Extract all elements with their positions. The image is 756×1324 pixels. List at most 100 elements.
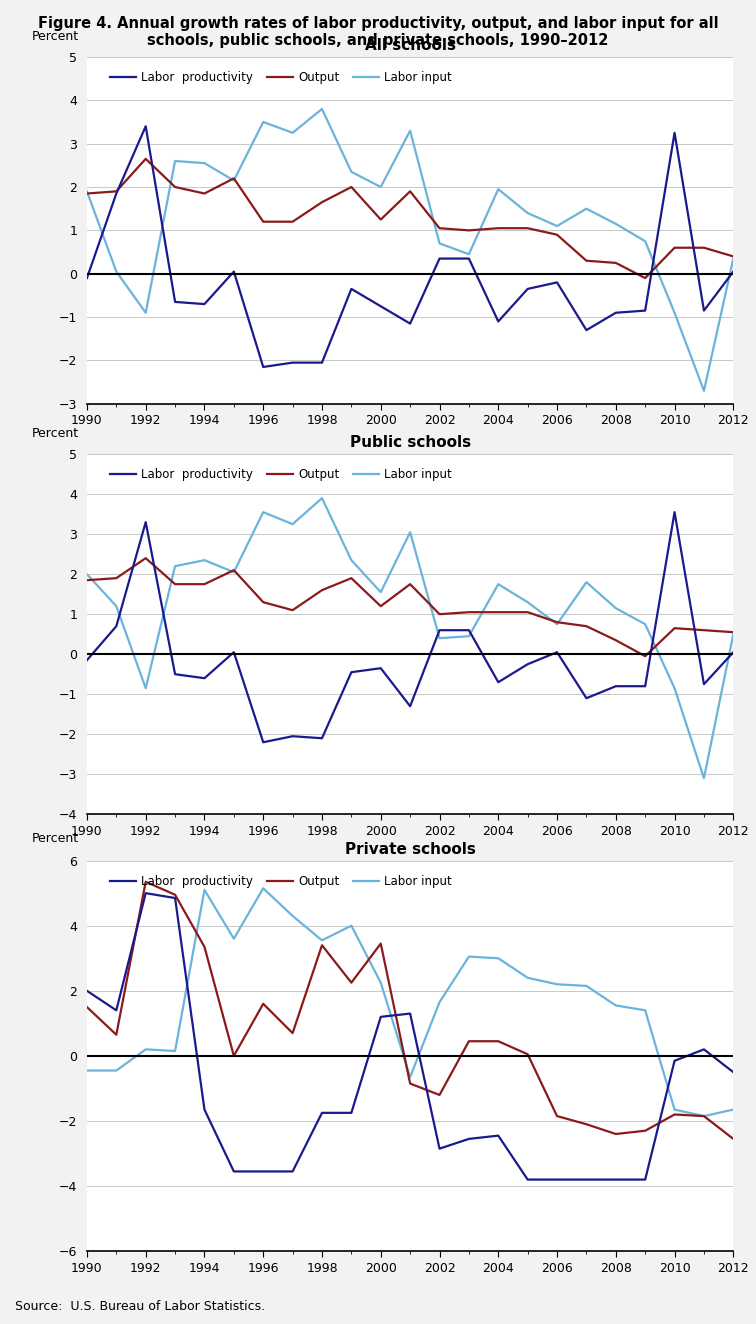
Output	[612, 1125, 621, 1141]
Labor input	[82, 1063, 91, 1079]
Output	[112, 571, 121, 587]
Labor  productivity	[318, 355, 327, 371]
Labor input	[318, 101, 327, 117]
Line: Labor  productivity: Labor productivity	[87, 894, 733, 1180]
Output	[729, 624, 738, 639]
Labor input	[141, 681, 150, 696]
Labor input	[729, 1102, 738, 1117]
Line: Labor  productivity: Labor productivity	[87, 126, 733, 367]
Output	[318, 583, 327, 598]
Labor  productivity	[259, 1164, 268, 1180]
Labor  productivity	[494, 314, 503, 330]
Labor input	[259, 504, 268, 520]
Labor  productivity	[112, 185, 121, 201]
Labor  productivity	[288, 728, 297, 744]
Labor  productivity	[699, 677, 708, 692]
Output	[670, 240, 679, 256]
Labor  productivity	[435, 250, 444, 266]
Labor  productivity	[82, 653, 91, 669]
Text: Percent: Percent	[32, 426, 79, 440]
Output	[82, 185, 91, 201]
Output	[699, 622, 708, 638]
Labor  productivity	[464, 250, 473, 266]
Labor input	[229, 564, 238, 580]
Output	[494, 220, 503, 236]
Labor  productivity	[200, 1102, 209, 1117]
Output	[523, 604, 532, 620]
Line: Labor input: Labor input	[87, 888, 733, 1116]
Labor  productivity	[464, 622, 473, 638]
Output	[494, 604, 503, 620]
Output	[494, 1033, 503, 1049]
Legend: Labor  productivity, Output, Labor input: Labor productivity, Output, Labor input	[106, 463, 457, 486]
Labor  productivity	[640, 1172, 649, 1188]
Labor  productivity	[612, 678, 621, 694]
Output	[82, 1000, 91, 1016]
Labor  productivity	[670, 1053, 679, 1068]
Output	[699, 240, 708, 256]
Output	[670, 1107, 679, 1123]
Labor  productivity	[582, 322, 591, 338]
Labor  productivity	[376, 661, 386, 677]
Output	[112, 184, 121, 200]
Output	[582, 618, 591, 634]
Labor input	[435, 630, 444, 646]
Labor  productivity	[640, 678, 649, 694]
Output	[259, 996, 268, 1012]
Labor  productivity	[582, 690, 591, 706]
Labor  productivity	[141, 118, 150, 134]
Labor  productivity	[406, 698, 415, 714]
Output	[729, 1131, 738, 1147]
Labor  productivity	[82, 270, 91, 286]
Labor  productivity	[729, 263, 738, 279]
Labor input	[494, 181, 503, 197]
Line: Labor input: Labor input	[87, 498, 733, 779]
Output	[200, 939, 209, 955]
Text: Figure 4. Annual growth rates of labor productivity, output, and labor input for: Figure 4. Annual growth rates of labor p…	[38, 16, 718, 30]
Labor input	[582, 575, 591, 591]
Labor  productivity	[553, 1172, 562, 1188]
Output	[582, 1116, 591, 1132]
Labor  productivity	[376, 298, 386, 314]
Output	[612, 256, 621, 271]
Line: Labor  productivity: Labor productivity	[87, 512, 733, 743]
Output	[141, 551, 150, 567]
Output	[406, 184, 415, 200]
Labor  productivity	[406, 1006, 415, 1022]
Labor input	[553, 218, 562, 234]
Output	[200, 576, 209, 592]
Line: Output: Output	[87, 159, 733, 278]
Labor  productivity	[435, 1141, 444, 1157]
Labor input	[670, 681, 679, 696]
Output	[200, 185, 209, 201]
Labor input	[347, 164, 356, 180]
Output	[112, 1027, 121, 1043]
Labor  productivity	[612, 305, 621, 320]
Labor  productivity	[141, 886, 150, 902]
Labor  productivity	[612, 1172, 621, 1188]
Labor input	[523, 594, 532, 610]
Output	[259, 594, 268, 610]
Output	[640, 270, 649, 286]
Labor  productivity	[553, 274, 562, 290]
Output	[612, 633, 621, 649]
Output	[729, 249, 738, 265]
Labor input	[318, 490, 327, 506]
Labor input	[523, 969, 532, 985]
Output	[435, 1087, 444, 1103]
Labor  productivity	[288, 1164, 297, 1180]
Output	[699, 1108, 708, 1124]
Output	[259, 213, 268, 229]
Output	[376, 936, 386, 952]
Output	[318, 937, 327, 953]
Labor input	[612, 997, 621, 1013]
Output	[288, 213, 297, 229]
Labor  productivity	[523, 281, 532, 297]
Labor input	[347, 918, 356, 933]
Labor  productivity	[229, 1164, 238, 1180]
Labor  productivity	[112, 1002, 121, 1018]
Labor  productivity	[435, 622, 444, 638]
Labor  productivity	[112, 618, 121, 634]
Labor input	[406, 524, 415, 540]
Labor  productivity	[494, 1128, 503, 1144]
